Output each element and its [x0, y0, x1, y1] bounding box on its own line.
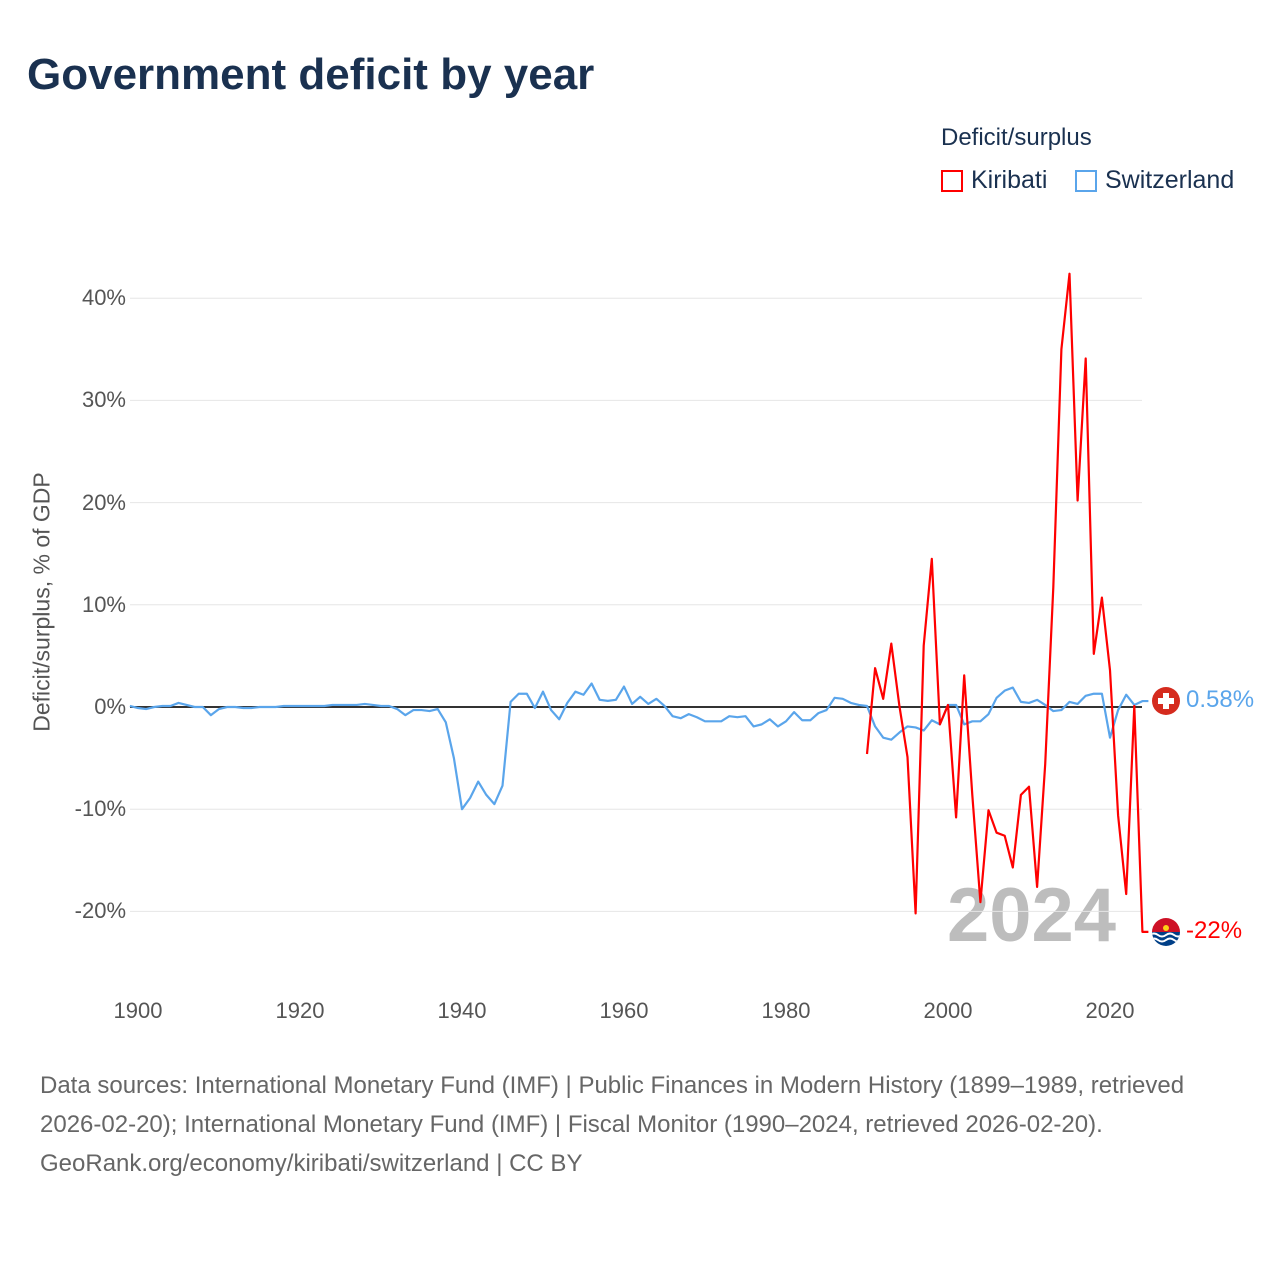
legend-label: Switzerland [1105, 166, 1235, 194]
y-tick-label: 30% [81, 387, 126, 413]
footer: Data sources: International Monetary Fun… [40, 1066, 1240, 1183]
end-label-switzerland: 0.58% [1186, 686, 1255, 713]
chart-title: Government deficit by year [27, 50, 595, 99]
y-tick-label: 40% [81, 285, 126, 311]
x-tick-label: 1940 [437, 998, 487, 1023]
legend-swatch-kiribati [941, 169, 963, 192]
source-link[interactable]: GeoRank.org/economy/kiribati/switzerland… [40, 1150, 583, 1177]
y-tick-label: 0% [94, 694, 126, 719]
legend-title: Deficit/surplus [941, 124, 1092, 151]
kiribati-flag-icon [1152, 918, 1180, 946]
legend-item-switzerland[interactable]: Switzerland [1075, 166, 1234, 195]
switzerland-flag-icon [1152, 687, 1180, 715]
x-tick-label: 2020 [1085, 998, 1135, 1023]
x-tick-label: 2000 [923, 998, 973, 1023]
legend-item-kiribati[interactable]: Kiribati [941, 166, 1047, 195]
x-tick-label: 1900 [113, 998, 163, 1023]
end-label-kiribati: -22% [1186, 917, 1243, 944]
y-tick-label: 10% [81, 591, 126, 617]
y-tick-label: -20% [74, 898, 126, 924]
x-tick-label: 1960 [599, 998, 649, 1023]
year-watermark: 2024 [947, 873, 1117, 958]
y-tick-label: -10% [74, 796, 126, 822]
x-tick-label: 1980 [761, 998, 811, 1023]
legend-label: Kiribati [971, 166, 1048, 194]
data-sources: Data sources: International Monetary Fun… [40, 1072, 1185, 1138]
legend-swatch-switzerland [1075, 169, 1097, 192]
series-line-switzerland[interactable] [129, 682, 1149, 811]
series-line-kiribati[interactable] [865, 272, 1149, 933]
x-tick-label: 1920 [275, 998, 325, 1023]
y-tick-label: 20% [81, 489, 126, 515]
